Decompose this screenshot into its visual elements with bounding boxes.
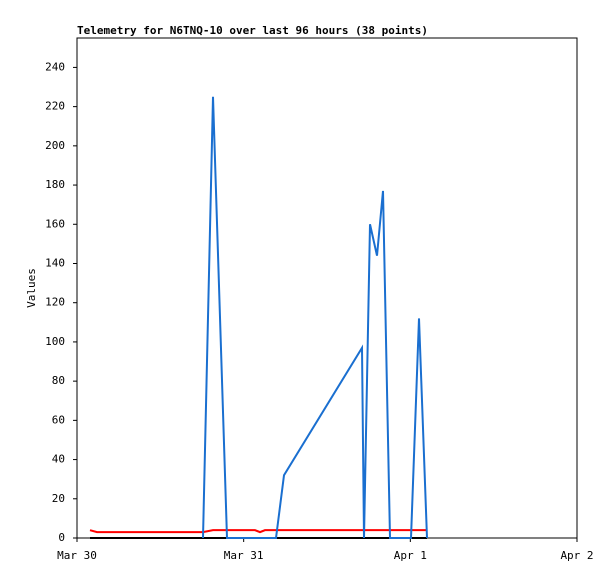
series-line: [202, 96, 428, 539]
y-tick-label: 200: [45, 139, 65, 152]
chart-title: Telemetry for N6TNQ-10 over last 96 hour…: [77, 24, 428, 37]
y-tick-label: 40: [52, 453, 65, 466]
y-tick-label: 180: [45, 178, 65, 191]
plot-frame: [76, 37, 578, 539]
y-tick-label: 220: [45, 100, 65, 113]
y-tick-label: 0: [58, 531, 65, 544]
x-tick-label: Apr 2: [560, 549, 593, 562]
x-tick-label: Mar 31: [224, 549, 264, 562]
series-line: [89, 529, 427, 534]
y-tick-label: 120: [45, 296, 65, 309]
y-tick-label: 60: [52, 413, 65, 426]
y-tick-label: 140: [45, 256, 65, 269]
x-tick-label: Mar 30: [57, 549, 97, 562]
y-tick-label: 240: [45, 60, 65, 73]
y-tick-label: 100: [45, 335, 65, 348]
x-tick-label: Apr 1: [394, 549, 427, 562]
y-tick-label: 160: [45, 217, 65, 230]
y-tick-label: 80: [52, 374, 65, 387]
y-axis-label: Values: [25, 268, 38, 308]
y-tick-label: 20: [52, 492, 65, 505]
